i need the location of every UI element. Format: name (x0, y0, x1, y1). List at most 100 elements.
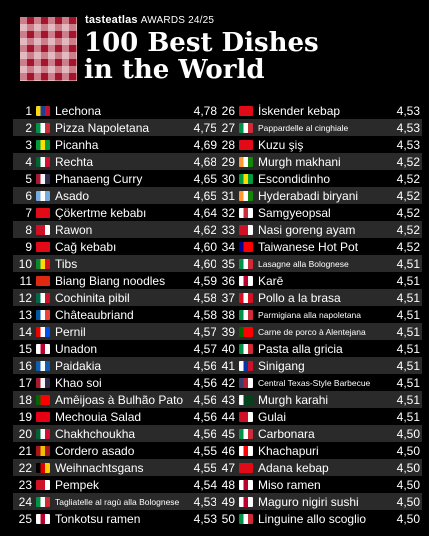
south-korea-flag-icon (239, 207, 253, 218)
dish-rank: 32 (221, 205, 235, 220)
dish-score: 4,51 (396, 358, 420, 373)
dish-row: 8 Rawon 4,62 (13, 221, 219, 238)
indonesia-flag-icon (36, 479, 50, 490)
dish-score: 4,51 (396, 392, 420, 407)
dish-name: Parmigiana alla napoletana (258, 309, 362, 320)
title-line-2: in the World (84, 55, 265, 85)
dish-score: 4,68 (193, 154, 217, 169)
dish-score: 4,62 (193, 222, 217, 237)
dish-row: 17 Khao soi 4,56 (13, 374, 219, 391)
dish-rank: 33 (221, 222, 235, 237)
dish-rank: 22 (18, 460, 32, 475)
japan-flag-icon (239, 479, 253, 490)
dish-name: Tagliatelle al ragù alla Bolognese (55, 496, 180, 507)
italy-flag-icon (239, 309, 253, 320)
dish-row: 14 Pernil 4,57 (13, 323, 219, 340)
dish-rank: 20 (18, 426, 32, 441)
dish-rank: 17 (18, 375, 32, 390)
dish-rank: 50 (221, 511, 235, 526)
dish-row: 2 Pizza Napoletana 4,75 (13, 119, 219, 136)
dish-name: Cochinita pibil (55, 290, 130, 305)
dish-row: 27 Pappardelle al cinghiale 4,53 (216, 119, 422, 136)
dish-row: 50 Linguine allo scoglio 4,50 (216, 510, 422, 527)
dish-rank: 14 (18, 324, 32, 339)
dish-score: 4,51 (396, 273, 420, 288)
dish-score: 4,56 (193, 375, 217, 390)
dish-score: 4,56 (193, 409, 217, 424)
brazil-flag-icon (239, 173, 253, 184)
dish-score: 4,50 (396, 460, 420, 475)
dish-score: 4,65 (193, 188, 217, 203)
dish-score: 4,50 (396, 426, 420, 441)
dish-score: 4,51 (396, 324, 420, 339)
dish-rank: 36 (221, 273, 235, 288)
dish-name: Unadon (55, 341, 98, 356)
dish-row: 25 Tonkotsu ramen 4,53 (13, 510, 219, 527)
dish-name: Biang Biang noodles (55, 273, 166, 288)
dish-rank: 40 (221, 341, 235, 356)
dish-row: 23 Pempek 4,54 (13, 476, 219, 493)
japan-flag-icon (239, 496, 253, 507)
dish-row: 15 Unadon 4,57 (13, 340, 219, 357)
dish-rank: 41 (221, 358, 235, 373)
dish-row: 28 Kuzu şiş 4,53 (216, 136, 422, 153)
dish-score: 4,57 (193, 341, 217, 356)
dish-row: 13 Châteaubriand 4,58 (13, 306, 219, 323)
brand-header: tasteatlas AWARDS 24/25 (85, 14, 214, 26)
dish-row: 38 Parmigiana alla napoletana 4,51 (216, 306, 422, 323)
dish-row: 3 Picanha 4,69 (13, 136, 219, 153)
turkey-flag-icon (239, 462, 253, 473)
dish-row: 4 Rechta 4,68 (13, 153, 219, 170)
dish-name: Pernil (55, 324, 86, 339)
thailand-flag-icon (36, 377, 50, 388)
dish-row: 44 Gulai 4,51 (216, 408, 422, 425)
dish-row: 6 Asado 4,65 (13, 187, 219, 204)
dish-rank: 23 (18, 477, 32, 492)
dish-name: Weihnachtsgans (55, 460, 144, 475)
dish-score: 4,60 (193, 256, 217, 271)
turkey-flag-icon (239, 105, 253, 116)
title-line-1: 100 Best Dishes (84, 28, 319, 58)
dish-score: 4,55 (193, 443, 217, 458)
usa-flag-icon (239, 377, 253, 388)
algeria-flag-icon (36, 156, 50, 167)
dish-rank: 8 (25, 222, 32, 237)
italy-flag-icon (239, 122, 253, 133)
dish-score: 4,55 (193, 460, 217, 475)
portugal-flag-icon (239, 326, 253, 337)
dish-rank: 47 (221, 460, 235, 475)
dish-name: Phanaeng Curry (55, 171, 143, 186)
dish-score: 4,52 (396, 188, 420, 203)
dish-row: 47 Adana kebap 4,50 (216, 459, 422, 476)
dish-row: 24 Tagliatelle al ragù alla Bolognese 4,53 (13, 493, 219, 510)
germany-flag-icon (36, 462, 50, 473)
dish-score: 4,56 (193, 392, 217, 407)
dish-name: Nasi goreng ayam (258, 222, 356, 237)
dish-name: Pappardelle al cinghiale (258, 122, 349, 133)
dish-rank: 18 (18, 392, 32, 407)
japan-flag-icon (36, 343, 50, 354)
dish-rank: 35 (221, 256, 235, 271)
dish-score: 4,78 (193, 103, 217, 118)
dish-rank: 27 (221, 120, 235, 135)
india-flag-icon (239, 190, 253, 201)
dish-score: 4,57 (193, 324, 217, 339)
china-flag-icon (36, 275, 50, 286)
dish-name: Tonkotsu ramen (55, 511, 141, 526)
dish-score: 4,52 (396, 154, 420, 169)
dish-score: 4,59 (193, 273, 217, 288)
dish-row: 1 Lechona 4,78 (13, 102, 219, 119)
dish-row: 7 Çökertme kebabı 4,64 (13, 204, 219, 221)
japan-flag-icon (36, 513, 50, 524)
dish-score: 4,52 (396, 205, 420, 220)
dish-row: 31 Hyderabadi biryani 4,52 (216, 187, 422, 204)
italy-flag-icon (239, 343, 253, 354)
dish-row: 22 Weihnachtsgans 4,55 (13, 459, 219, 476)
peru-flag-icon (239, 292, 253, 303)
dish-name: Adana kebap (258, 460, 329, 475)
dish-row: 42 Central Texas-Style Barbecue 4,51 (216, 374, 422, 391)
dish-score: 4,64 (193, 205, 217, 220)
italy-flag-icon (36, 496, 50, 507)
dish-rank: 25 (18, 511, 32, 526)
dish-name: Cağ kebabı (55, 239, 117, 254)
